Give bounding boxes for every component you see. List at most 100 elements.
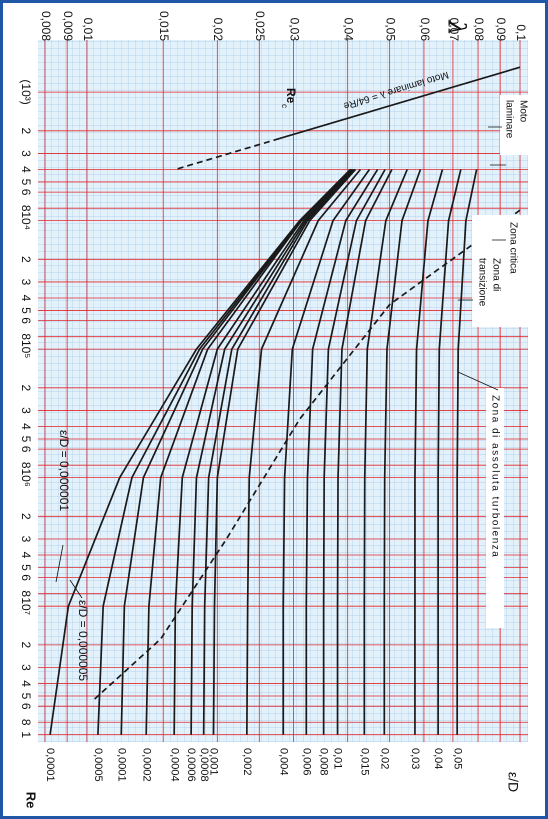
curve — [363, 169, 409, 735]
x-tick-label: 6 — [19, 446, 33, 453]
curve-label: 0,006 — [300, 748, 312, 776]
curve — [175, 137, 280, 171]
x-tick-label: 8 — [19, 719, 33, 726]
y-tick-label: 0,07 — [447, 18, 461, 42]
x-tick-label: 4 — [19, 295, 33, 302]
y-tick-label: 0,1 — [514, 24, 528, 41]
x-tick-label: 6 — [19, 703, 33, 710]
y-tick-label: 0,02 — [211, 18, 225, 42]
curve-label: 0,0001 — [115, 748, 127, 782]
curve — [414, 169, 444, 735]
curve-label: 0,002 — [241, 748, 253, 776]
curve-label: 0,01 — [332, 748, 344, 769]
curve — [279, 66, 521, 140]
x-tick-label: 2 — [19, 384, 33, 391]
x-tick-label: 10⁷ — [19, 597, 33, 615]
annotation-box — [486, 388, 504, 628]
curve-label: 0,0008 — [198, 748, 210, 782]
curve-label: 0,015 — [358, 748, 370, 776]
curve — [202, 168, 356, 735]
x-tick-label: 10⁶ — [19, 469, 33, 487]
y-tick-label: 0,08 — [472, 18, 486, 42]
annotation: laminare — [503, 100, 514, 139]
x-tick-label: 6 — [19, 317, 33, 324]
x-tick-label: 2 — [19, 513, 33, 520]
annotation: Moto — [517, 100, 528, 123]
x-tick-label: (10³) — [19, 79, 33, 104]
x-tick-label: 8 — [19, 590, 33, 597]
curve — [437, 169, 462, 735]
annotation: Zona di — [490, 258, 501, 291]
x-tick-label: 5 — [19, 436, 33, 443]
y-tick-label: 0,06 — [418, 18, 432, 42]
y-tick-label: 0,009 — [61, 11, 75, 41]
annotation: transizione — [476, 258, 487, 307]
curve — [212, 168, 357, 735]
arrow — [55, 126, 506, 599]
x-tick-label: 2 — [19, 127, 33, 134]
x-tick-label: 1 — [19, 731, 33, 738]
curve — [305, 169, 379, 735]
annotation: Re — [284, 88, 298, 104]
x-tick-label: 5 — [19, 179, 33, 186]
x-tick-label: 6 — [19, 574, 33, 581]
x-tick-label: 2 — [19, 642, 33, 649]
x-tick-label: 2 — [19, 256, 33, 263]
curve-label: 0,0004 — [168, 748, 180, 782]
curve-label: 0,0006 — [185, 748, 197, 782]
x-tick-label: 3 — [19, 150, 33, 157]
plot-background — [38, 40, 528, 742]
annotation-box — [500, 95, 534, 155]
x-tick-label: 3 — [19, 407, 33, 414]
curve-label: 0,0005 — [92, 748, 104, 782]
curve-label: 0,008 — [318, 748, 330, 776]
curve — [246, 168, 362, 735]
annotation: c — [280, 104, 289, 108]
annotation: Zona di assoluta turbolenza — [489, 395, 500, 558]
annotation: Zona critica — [507, 222, 518, 274]
y-tick-label: 0,008 — [39, 11, 53, 41]
curve-label: 0,0001 — [44, 748, 56, 782]
curve — [383, 169, 422, 735]
x-tick-label: 8 — [19, 333, 33, 340]
y-tick-label: 0,015 — [157, 11, 171, 41]
x-tick-label: 8 — [19, 462, 33, 469]
curve-label: 0,004 — [277, 748, 289, 776]
x-axis-label: Re — [24, 792, 39, 809]
curve — [282, 168, 371, 735]
legend-title: ε/D — [505, 772, 521, 792]
x-tick-label: 6 — [19, 189, 33, 196]
curve-label: 0,02 — [378, 748, 390, 769]
annotation-box — [472, 215, 528, 327]
annotation: ε/D = 0,000005 — [76, 600, 90, 681]
x-tick-label: 3 — [19, 664, 33, 671]
y-tick-label: 0,09 — [494, 18, 508, 42]
curve — [336, 169, 393, 735]
y-axis-label: λ — [443, 19, 471, 35]
curve-label: 0,03 — [409, 748, 421, 769]
y-tick-label: 0,025 — [253, 11, 267, 41]
x-tick-label: 10⁴ — [19, 211, 33, 230]
x-tick-label: 5 — [19, 307, 33, 314]
annotation: ε/D = 0,000001 — [57, 430, 71, 511]
x-tick-label: 5 — [19, 693, 33, 700]
plot: (10³)23456810⁴23456810⁵23456810⁶23456810… — [19, 11, 528, 782]
curve-label: 0,001 — [208, 748, 220, 776]
curve — [322, 169, 386, 735]
x-tick-label: 4 — [19, 552, 33, 559]
annotations: λ Re ε/D Moto laminare Zona critica Zona… — [24, 19, 534, 808]
y-tick-label: 0,04 — [342, 18, 356, 42]
y-tick-label: 0,03 — [287, 18, 301, 42]
y-tick-label: 0,05 — [383, 18, 397, 42]
x-tick-label: 4 — [19, 423, 33, 430]
curve — [190, 168, 354, 735]
curve-label: 0,04 — [432, 748, 444, 769]
y-tick-label: 0,01 — [81, 18, 95, 42]
curve-label: 0,0002 — [140, 748, 152, 782]
x-tick-label: 5 — [19, 564, 33, 571]
curve — [93, 209, 521, 700]
x-tick-label: 8 — [19, 205, 33, 212]
curve — [456, 169, 478, 735]
x-tick-label: 3 — [19, 279, 33, 286]
